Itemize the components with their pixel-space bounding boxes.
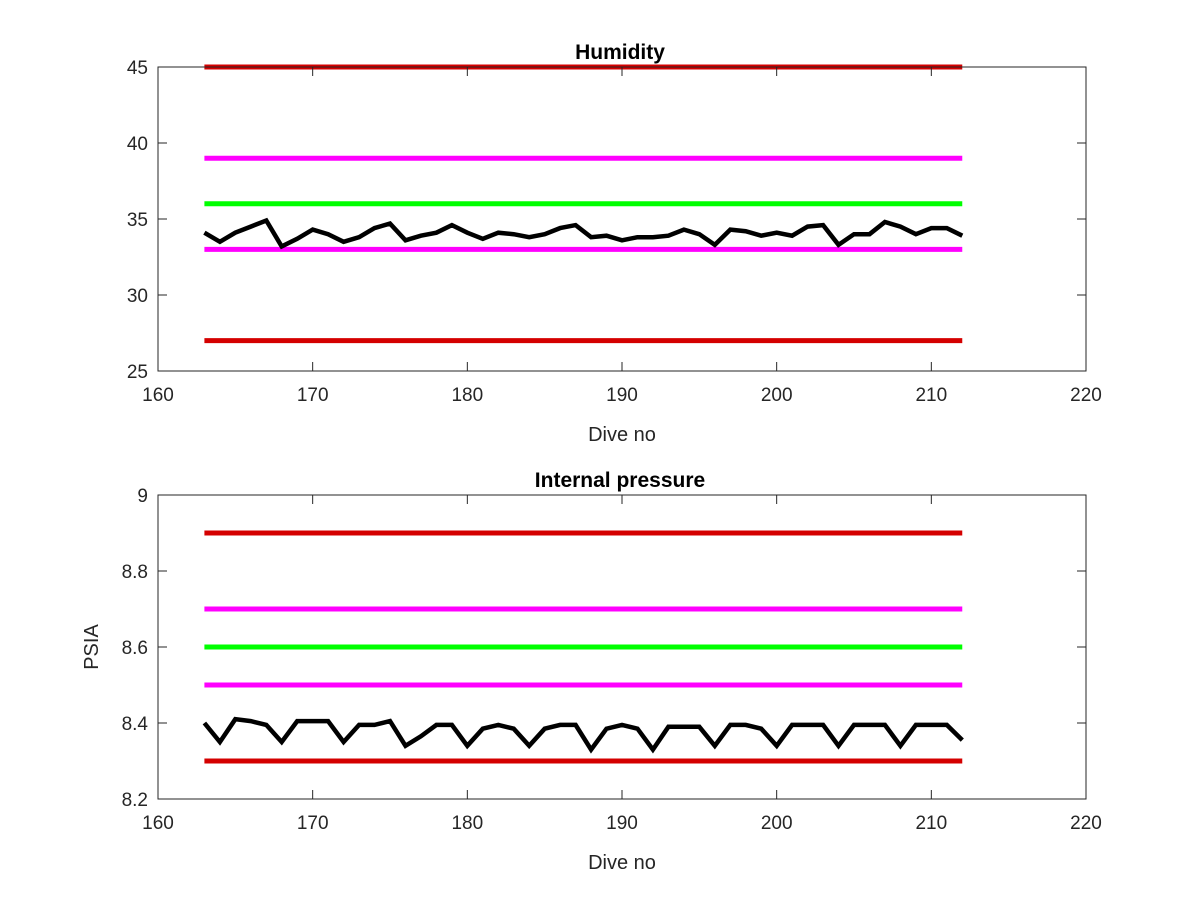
y-tick-label: 8.2 [122, 790, 148, 811]
y-tick-label: 8.4 [122, 714, 149, 735]
x-tick-label: 200 [761, 813, 793, 834]
chart-title: Internal pressure [535, 469, 705, 492]
y-tick-label: 45 [127, 58, 148, 79]
x-axis-label: Dive no [588, 424, 656, 446]
x-tick-label: 210 [915, 385, 947, 406]
chart-title: Humidity [575, 41, 665, 64]
x-axis-label: Dive no [588, 852, 656, 874]
x-tick-label: 200 [761, 385, 793, 406]
y-tick-label: 25 [127, 362, 148, 383]
subplot-0: 160 170 180 190 200 210 220 25 30 35 40 45 Humidity D… [127, 41, 1102, 446]
x-tick-label: 210 [915, 813, 947, 834]
x-tick-label: 170 [297, 813, 329, 834]
x-tick-label: 190 [606, 813, 638, 834]
plots: 160 170 180 190 200 210 220 25 30 35 40 45 Humidity D… [81, 41, 1102, 874]
x-tick-label: 190 [606, 385, 638, 406]
series-line-0 [203, 217, 964, 250]
x-tick-label: 220 [1070, 385, 1102, 406]
y-tick-label: 40 [127, 134, 148, 155]
series-line-0 [202, 716, 964, 754]
plot-area [158, 67, 1086, 371]
y-tick-label: 8.8 [122, 562, 148, 583]
y-tick-label: 9 [137, 486, 148, 507]
y-tick-label: 8.6 [122, 638, 148, 659]
x-tick-label: 220 [1070, 813, 1102, 834]
y-tick-label: 30 [127, 286, 148, 307]
y-axis-label: PSIA [81, 624, 103, 670]
x-tick-label: 180 [451, 385, 483, 406]
x-tick-label: 170 [297, 385, 329, 406]
x-tick-label: 180 [451, 813, 483, 834]
x-tick-label: 160 [142, 813, 174, 834]
y-tick-label: 35 [127, 210, 148, 231]
subplot-1: 160 170 180 190 200 210 220 8.2 8.4 8.6 8.8 9 Intern… [81, 469, 1102, 874]
x-tick-label: 160 [142, 385, 174, 406]
